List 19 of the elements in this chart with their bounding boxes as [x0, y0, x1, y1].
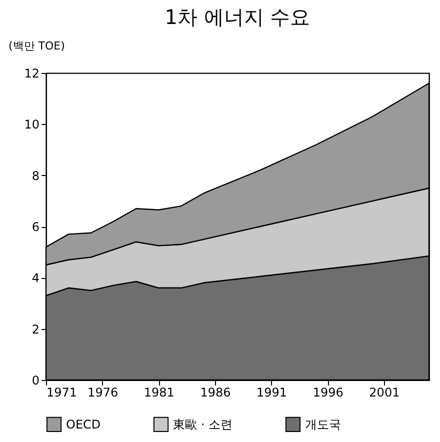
y-tick-label: 4: [32, 271, 40, 286]
x-tick-label: 1986: [200, 386, 231, 400]
x-tick-label: 1976: [88, 386, 118, 400]
chart-title: 1차 에너지 수요: [164, 5, 310, 29]
y-tick-label: 2: [32, 322, 40, 336]
x-tick-label: 1971: [46, 386, 78, 400]
y-tick-label: 10: [24, 118, 40, 132]
y-axis-title: (백만 TOE): [8, 40, 65, 52]
y-tick-label: 0: [32, 374, 40, 388]
legend-label: 개도국: [305, 417, 341, 432]
x-tick-label: 1991: [256, 386, 288, 400]
legend-label: OECD: [66, 417, 101, 432]
y-tick-label: 12: [24, 66, 40, 80]
x-tick-label: 1981: [144, 386, 174, 400]
x-tick-label: 2001: [369, 386, 400, 400]
x-tick-label: 1996: [312, 386, 344, 400]
y-tick-label: 8: [32, 168, 40, 183]
y-tick-label: 6: [32, 220, 40, 234]
legend-label: 東歐 · 소련: [173, 417, 232, 432]
